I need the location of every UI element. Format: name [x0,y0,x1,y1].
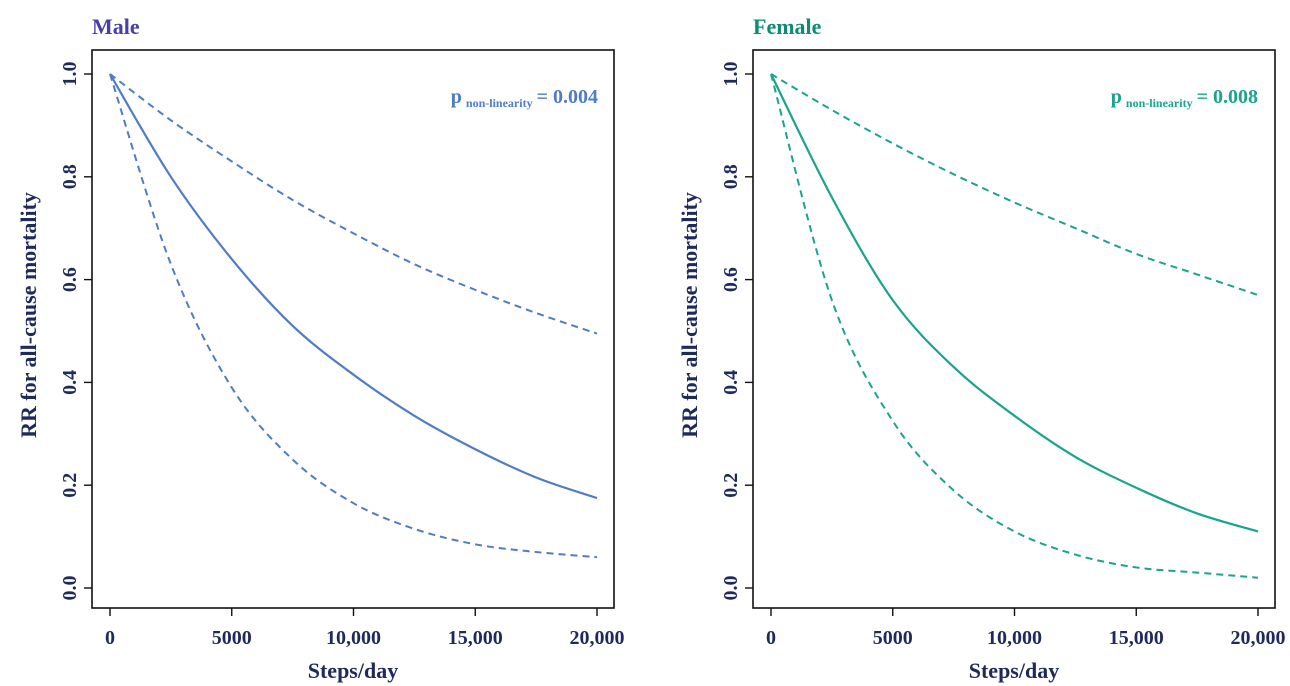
female-p-subscript: non-linearity [1126,96,1193,110]
male-panel: Male RR for all-cause mortality Steps/da… [16,14,625,683]
female-panel-title: Female [753,14,822,39]
female-p-symbol: p [1111,86,1122,108]
male-x-axis-label: Steps/day [308,658,398,683]
male-plot-frame [91,49,615,609]
female-y-tick-label: 0.6 [720,267,742,292]
male-y-axis-label: RR for all-cause mortality [16,192,41,438]
female-y-tick-label: 1.0 [720,62,742,87]
female-x-tick-label: 20,000 [1231,627,1286,649]
female-p-annotation: p non-linearity = 0.008 [1111,86,1258,110]
female-series-group [770,73,1259,579]
male-y-tick-label: 1.0 [59,62,81,87]
male-y-tick-label: 0.8 [59,164,81,189]
female-y-axis-label: RR for all-cause mortality [677,192,702,438]
male-x-tick-label: 15,000 [448,627,503,649]
male-y-tick-label: 0.0 [59,576,81,601]
male-x-tick-label: 5000 [212,627,252,649]
female-x-tick-label: 0 [766,627,776,649]
male-y-tick-label: 0.6 [59,267,81,292]
male-series-group [109,73,598,559]
female-y-tick-label: 0.8 [720,164,742,189]
female-panel: Female RR for all-cause mortality Steps/… [677,14,1286,683]
male-x-tick-label: 20,000 [570,627,625,649]
female-ci-line-2 [770,73,1259,579]
male-p-annotation: p non-linearity = 0.004 [451,86,598,110]
female-x-tick-label: 5000 [873,627,913,649]
female-y-ticks: 0.0 0.2 0.4 0.6 0.8 1.0 [720,62,753,601]
female-x-tick-label: 15,000 [1109,627,1164,649]
female-plot-frame [752,49,1276,609]
male-p-value: = 0.004 [537,86,598,108]
male-x-tick-label: 0 [105,627,115,649]
male-x-ticks: 0 5000 10,000 15,000 20,000 [105,608,625,649]
male-p-symbol: p [451,86,462,108]
male-panel-title: Male [92,14,140,39]
female-p-value: = 0.008 [1197,86,1258,108]
male-y-tick-label: 0.4 [59,370,81,395]
female-x-axis-label: Steps/day [969,658,1059,683]
female-x-ticks: 0 5000 10,000 15,000 20,000 [766,608,1286,649]
male-ci-line-2 [109,73,598,559]
female-estimate-line [770,73,1259,533]
male-ci-line-1 [109,73,598,335]
female-y-tick-label: 0.2 [720,473,742,498]
male-y-tick-label: 0.2 [59,473,81,498]
male-estimate-line [109,73,598,500]
female-x-tick-label: 10,000 [987,627,1042,649]
female-y-tick-label: 0.4 [720,370,742,395]
male-y-ticks: 0.0 0.2 0.4 0.6 0.8 1.0 [59,62,92,601]
male-p-subscript: non-linearity [466,96,533,110]
male-x-tick-label: 10,000 [326,627,381,649]
female-y-tick-label: 0.0 [720,576,742,601]
